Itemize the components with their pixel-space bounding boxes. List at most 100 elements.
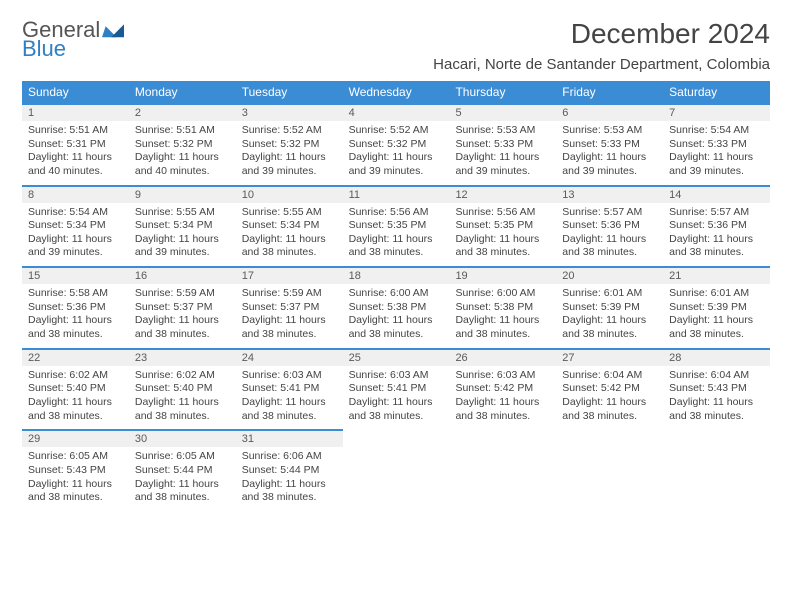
daylight-text: Daylight: 11 hours and 39 minutes. bbox=[669, 151, 764, 178]
day-header: Wednesday bbox=[343, 81, 450, 103]
day-cell: 5Sunrise: 5:53 AMSunset: 5:33 PMDaylight… bbox=[449, 103, 556, 185]
sunset-text: Sunset: 5:42 PM bbox=[455, 382, 550, 396]
day-cell: 25Sunrise: 6:03 AMSunset: 5:41 PMDayligh… bbox=[343, 348, 450, 430]
day-number: 12 bbox=[449, 185, 556, 203]
day-number: 7 bbox=[663, 103, 770, 121]
week-row: 8Sunrise: 5:54 AMSunset: 5:34 PMDaylight… bbox=[22, 185, 770, 267]
day-cell: 26Sunrise: 6:03 AMSunset: 5:42 PMDayligh… bbox=[449, 348, 556, 430]
day-body: Sunrise: 6:05 AMSunset: 5:44 PMDaylight:… bbox=[129, 447, 236, 511]
daylight-text: Daylight: 11 hours and 38 minutes. bbox=[669, 233, 764, 260]
daylight-text: Daylight: 11 hours and 38 minutes. bbox=[242, 233, 337, 260]
daylight-text: Daylight: 11 hours and 38 minutes. bbox=[349, 233, 444, 260]
day-cell: 21Sunrise: 6:01 AMSunset: 5:39 PMDayligh… bbox=[663, 266, 770, 348]
logo-mark-icon bbox=[102, 20, 124, 38]
day-number: 15 bbox=[22, 266, 129, 284]
sunrise-text: Sunrise: 6:01 AM bbox=[669, 287, 764, 301]
sunset-text: Sunset: 5:33 PM bbox=[562, 138, 657, 152]
day-body: Sunrise: 6:01 AMSunset: 5:39 PMDaylight:… bbox=[663, 284, 770, 348]
day-body: Sunrise: 6:00 AMSunset: 5:38 PMDaylight:… bbox=[449, 284, 556, 348]
sunset-text: Sunset: 5:34 PM bbox=[242, 219, 337, 233]
daylight-text: Daylight: 11 hours and 40 minutes. bbox=[28, 151, 123, 178]
day-number: 8 bbox=[22, 185, 129, 203]
day-body: Sunrise: 5:57 AMSunset: 5:36 PMDaylight:… bbox=[663, 203, 770, 267]
day-number: 5 bbox=[449, 103, 556, 121]
day-body: Sunrise: 6:03 AMSunset: 5:41 PMDaylight:… bbox=[236, 366, 343, 430]
sunset-text: Sunset: 5:36 PM bbox=[562, 219, 657, 233]
sunset-text: Sunset: 5:35 PM bbox=[349, 219, 444, 233]
day-cell: 10Sunrise: 5:55 AMSunset: 5:34 PMDayligh… bbox=[236, 185, 343, 267]
day-number: 25 bbox=[343, 348, 450, 366]
day-body: Sunrise: 6:04 AMSunset: 5:43 PMDaylight:… bbox=[663, 366, 770, 430]
week-row: 29Sunrise: 6:05 AMSunset: 5:43 PMDayligh… bbox=[22, 429, 770, 511]
day-cell: 16Sunrise: 5:59 AMSunset: 5:37 PMDayligh… bbox=[129, 266, 236, 348]
sunrise-text: Sunrise: 5:58 AM bbox=[28, 287, 123, 301]
day-number: 24 bbox=[236, 348, 343, 366]
daylight-text: Daylight: 11 hours and 38 minutes. bbox=[562, 233, 657, 260]
daylight-text: Daylight: 11 hours and 38 minutes. bbox=[242, 314, 337, 341]
day-body: Sunrise: 5:56 AMSunset: 5:35 PMDaylight:… bbox=[449, 203, 556, 267]
day-number: 13 bbox=[556, 185, 663, 203]
sunset-text: Sunset: 5:36 PM bbox=[28, 301, 123, 315]
sunrise-text: Sunrise: 5:57 AM bbox=[669, 206, 764, 220]
week-row: 1Sunrise: 5:51 AMSunset: 5:31 PMDaylight… bbox=[22, 103, 770, 185]
day-body: Sunrise: 5:56 AMSunset: 5:35 PMDaylight:… bbox=[343, 203, 450, 267]
day-body: Sunrise: 5:55 AMSunset: 5:34 PMDaylight:… bbox=[236, 203, 343, 267]
sunset-text: Sunset: 5:39 PM bbox=[562, 301, 657, 315]
day-body: Sunrise: 6:00 AMSunset: 5:38 PMDaylight:… bbox=[343, 284, 450, 348]
sunrise-text: Sunrise: 6:04 AM bbox=[669, 369, 764, 383]
day-cell: 15Sunrise: 5:58 AMSunset: 5:36 PMDayligh… bbox=[22, 266, 129, 348]
daylight-text: Daylight: 11 hours and 40 minutes. bbox=[135, 151, 230, 178]
day-body: Sunrise: 5:51 AMSunset: 5:32 PMDaylight:… bbox=[129, 121, 236, 185]
title-block: December 2024 Hacari, Norte de Santander… bbox=[433, 18, 770, 73]
day-header: Monday bbox=[129, 81, 236, 103]
sunrise-text: Sunrise: 6:02 AM bbox=[135, 369, 230, 383]
day-body: Sunrise: 5:52 AMSunset: 5:32 PMDaylight:… bbox=[343, 121, 450, 185]
daylight-text: Daylight: 11 hours and 39 minutes. bbox=[455, 151, 550, 178]
day-header: Friday bbox=[556, 81, 663, 103]
day-number: 30 bbox=[129, 429, 236, 447]
sunrise-text: Sunrise: 5:52 AM bbox=[242, 124, 337, 138]
sunrise-text: Sunrise: 6:00 AM bbox=[455, 287, 550, 301]
day-body: Sunrise: 6:04 AMSunset: 5:42 PMDaylight:… bbox=[556, 366, 663, 430]
header: General Blue December 2024 Hacari, Norte… bbox=[22, 18, 770, 73]
weeks-container: 1Sunrise: 5:51 AMSunset: 5:31 PMDaylight… bbox=[22, 103, 770, 511]
day-body: Sunrise: 6:03 AMSunset: 5:42 PMDaylight:… bbox=[449, 366, 556, 430]
day-number: 17 bbox=[236, 266, 343, 284]
day-number: 21 bbox=[663, 266, 770, 284]
sunrise-text: Sunrise: 5:55 AM bbox=[242, 206, 337, 220]
daylight-text: Daylight: 11 hours and 39 minutes. bbox=[242, 151, 337, 178]
daylight-text: Daylight: 11 hours and 38 minutes. bbox=[242, 478, 337, 505]
daylight-text: Daylight: 11 hours and 38 minutes. bbox=[28, 396, 123, 423]
calendar: SundayMondayTuesdayWednesdayThursdayFrid… bbox=[22, 81, 770, 511]
day-body: Sunrise: 6:02 AMSunset: 5:40 PMDaylight:… bbox=[22, 366, 129, 430]
sunrise-text: Sunrise: 5:55 AM bbox=[135, 206, 230, 220]
day-body: Sunrise: 6:02 AMSunset: 5:40 PMDaylight:… bbox=[129, 366, 236, 430]
sunset-text: Sunset: 5:37 PM bbox=[135, 301, 230, 315]
daylight-text: Daylight: 11 hours and 38 minutes. bbox=[135, 478, 230, 505]
day-cell: 13Sunrise: 5:57 AMSunset: 5:36 PMDayligh… bbox=[556, 185, 663, 267]
day-body: Sunrise: 5:59 AMSunset: 5:37 PMDaylight:… bbox=[129, 284, 236, 348]
day-header: Saturday bbox=[663, 81, 770, 103]
day-cell: 19Sunrise: 6:00 AMSunset: 5:38 PMDayligh… bbox=[449, 266, 556, 348]
day-body: Sunrise: 5:55 AMSunset: 5:34 PMDaylight:… bbox=[129, 203, 236, 267]
day-cell: 7Sunrise: 5:54 AMSunset: 5:33 PMDaylight… bbox=[663, 103, 770, 185]
sunset-text: Sunset: 5:38 PM bbox=[349, 301, 444, 315]
daylight-text: Daylight: 11 hours and 38 minutes. bbox=[349, 314, 444, 341]
day-number: 23 bbox=[129, 348, 236, 366]
day-number: 29 bbox=[22, 429, 129, 447]
daylight-text: Daylight: 11 hours and 38 minutes. bbox=[349, 396, 444, 423]
day-number: 27 bbox=[556, 348, 663, 366]
day-cell: 2Sunrise: 5:51 AMSunset: 5:32 PMDaylight… bbox=[129, 103, 236, 185]
daylight-text: Daylight: 11 hours and 39 minutes. bbox=[135, 233, 230, 260]
day-cell: 18Sunrise: 6:00 AMSunset: 5:38 PMDayligh… bbox=[343, 266, 450, 348]
day-number: 4 bbox=[343, 103, 450, 121]
day-cell: 11Sunrise: 5:56 AMSunset: 5:35 PMDayligh… bbox=[343, 185, 450, 267]
day-number: 28 bbox=[663, 348, 770, 366]
empty-cell bbox=[449, 429, 556, 511]
sunset-text: Sunset: 5:42 PM bbox=[562, 382, 657, 396]
daylight-text: Daylight: 11 hours and 38 minutes. bbox=[562, 396, 657, 423]
day-header-row: SundayMondayTuesdayWednesdayThursdayFrid… bbox=[22, 81, 770, 103]
sunrise-text: Sunrise: 6:01 AM bbox=[562, 287, 657, 301]
sunset-text: Sunset: 5:33 PM bbox=[669, 138, 764, 152]
day-body: Sunrise: 5:54 AMSunset: 5:34 PMDaylight:… bbox=[22, 203, 129, 267]
